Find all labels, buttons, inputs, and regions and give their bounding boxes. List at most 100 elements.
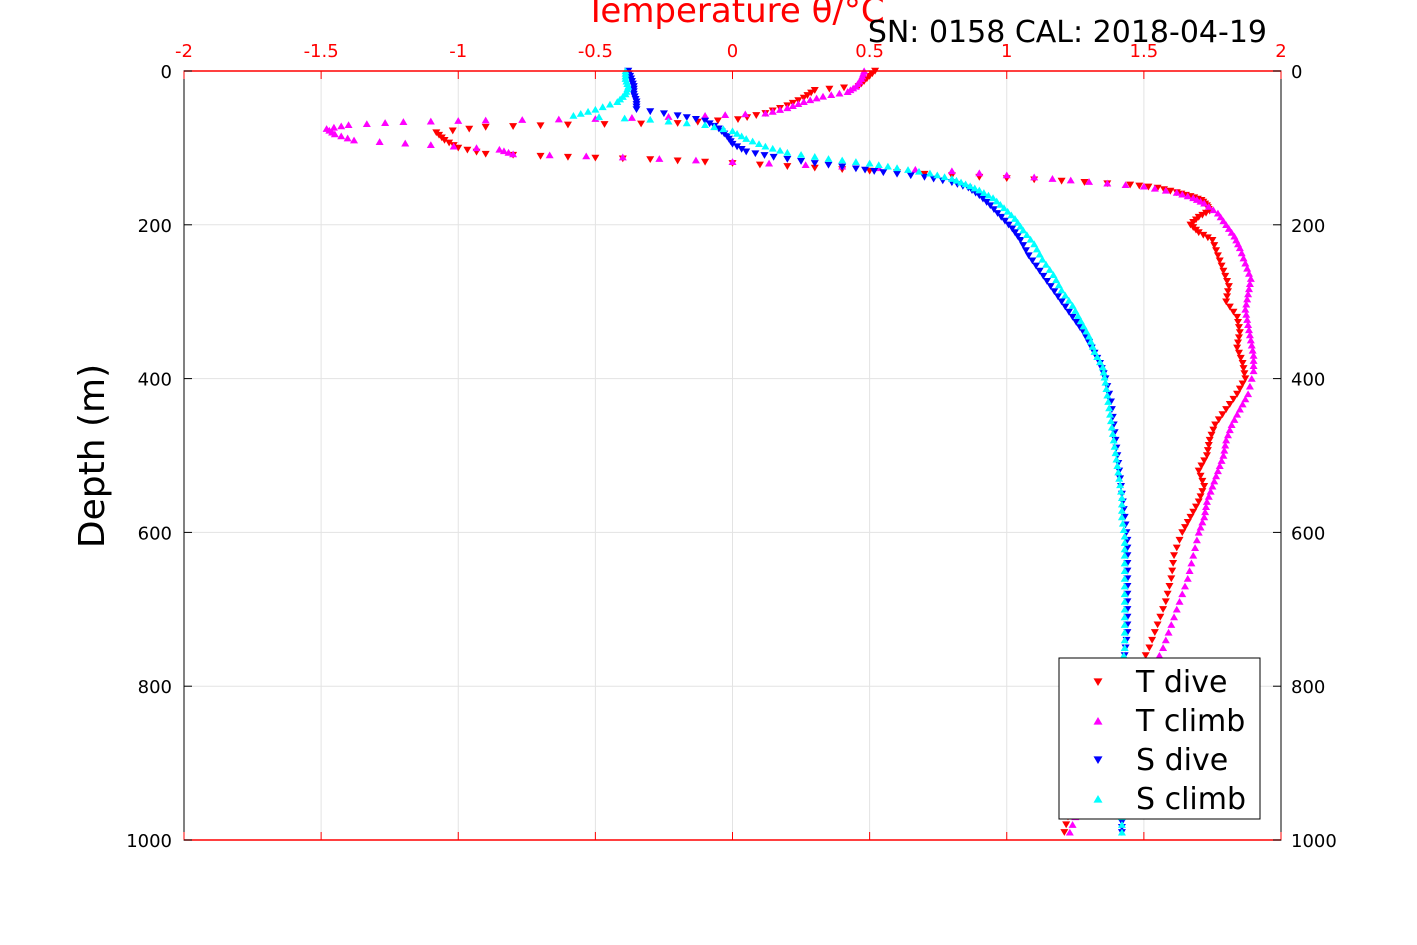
data-point xyxy=(761,142,770,150)
data-point xyxy=(600,121,609,128)
data-point xyxy=(1163,590,1172,598)
data-point xyxy=(1071,307,1080,314)
data-point xyxy=(1235,329,1244,337)
x-tick-label: 0 xyxy=(727,41,738,62)
data-point xyxy=(1222,406,1231,413)
data-point xyxy=(618,153,627,161)
data-point xyxy=(381,119,390,126)
data-point xyxy=(426,117,435,125)
data-point xyxy=(1187,559,1196,567)
data-point xyxy=(742,148,751,156)
legend-marker xyxy=(1093,794,1103,803)
data-point xyxy=(1191,503,1200,511)
data-point xyxy=(1247,341,1256,349)
data-point xyxy=(721,111,730,119)
data-point xyxy=(838,156,847,164)
data-point xyxy=(1245,285,1254,293)
data-point xyxy=(1024,252,1033,260)
data-point xyxy=(582,152,591,160)
data-point xyxy=(1233,390,1242,398)
data-point xyxy=(1007,211,1016,219)
data-point xyxy=(1167,575,1176,583)
data-point xyxy=(673,112,682,120)
data-point xyxy=(627,114,636,121)
data-point xyxy=(1022,231,1031,238)
data-point xyxy=(1000,217,1009,225)
data-point xyxy=(1234,324,1243,331)
data-point xyxy=(472,144,481,152)
data-point xyxy=(1222,298,1231,306)
data-point xyxy=(1120,551,1129,559)
data-point xyxy=(344,121,353,129)
data-point xyxy=(481,116,490,124)
data-point xyxy=(509,150,518,158)
data-point xyxy=(563,153,572,161)
data-point xyxy=(536,152,545,160)
data-point xyxy=(1150,184,1159,192)
data-point xyxy=(1241,375,1250,383)
data-point xyxy=(752,112,761,119)
data-point xyxy=(1042,260,1051,268)
data-point xyxy=(1114,468,1123,476)
data-point xyxy=(1105,404,1114,412)
data-point xyxy=(1238,400,1247,408)
data-point xyxy=(1053,293,1062,301)
data-point xyxy=(755,161,764,169)
data-point xyxy=(576,109,585,117)
info-label: SN: 0158 CAL: 2018-04-19 xyxy=(868,15,1267,50)
legend: T dive T climb S dive S climb xyxy=(1058,657,1261,820)
data-point xyxy=(1207,431,1216,439)
data-point xyxy=(1249,362,1258,369)
data-point xyxy=(1210,242,1219,249)
legend-label: S climb xyxy=(1136,782,1246,817)
data-point xyxy=(1065,828,1074,836)
data-point xyxy=(1120,590,1129,598)
data-point xyxy=(879,169,888,177)
y-tick-label-left: 400 xyxy=(138,370,172,391)
data-point xyxy=(1185,567,1194,575)
data-point xyxy=(1139,182,1148,190)
data-point xyxy=(1068,301,1077,309)
data-point xyxy=(1239,365,1248,372)
data-point xyxy=(1161,186,1170,194)
data-point xyxy=(797,150,806,158)
data-point xyxy=(1100,373,1109,381)
data-point xyxy=(1209,206,1218,214)
data-point xyxy=(776,106,785,113)
data-point xyxy=(330,130,339,138)
data-point xyxy=(1054,281,1063,289)
data-point xyxy=(838,163,847,171)
data-point xyxy=(1249,367,1258,375)
data-point xyxy=(440,137,449,144)
data-point xyxy=(1204,203,1213,210)
data-point xyxy=(1241,305,1250,313)
data-point xyxy=(362,120,371,128)
data-point xyxy=(1238,360,1247,367)
data-point xyxy=(1224,225,1233,232)
data-point xyxy=(646,156,655,164)
data-point xyxy=(840,84,849,92)
x-tick-label: 0.5 xyxy=(855,41,884,62)
data-point xyxy=(906,172,915,180)
data-point xyxy=(1120,605,1129,613)
data-point xyxy=(719,125,728,133)
data-point xyxy=(957,178,966,186)
data-point xyxy=(1200,513,1209,521)
y-tick-label-left: 200 xyxy=(138,216,172,237)
data-point xyxy=(1113,462,1122,469)
data-point xyxy=(751,150,760,158)
legend-marker xyxy=(1093,678,1103,687)
data-point xyxy=(454,117,463,124)
data-point xyxy=(1117,507,1126,514)
data-point xyxy=(1120,545,1129,553)
data-point xyxy=(1038,255,1047,263)
data-point xyxy=(1052,276,1061,284)
data-point xyxy=(1243,295,1252,303)
data-point xyxy=(810,164,819,172)
data-point xyxy=(701,121,710,129)
data-point xyxy=(940,173,949,181)
data-point xyxy=(1234,349,1243,357)
data-point xyxy=(1049,271,1058,278)
data-point xyxy=(1062,821,1071,829)
data-point xyxy=(1225,426,1234,434)
